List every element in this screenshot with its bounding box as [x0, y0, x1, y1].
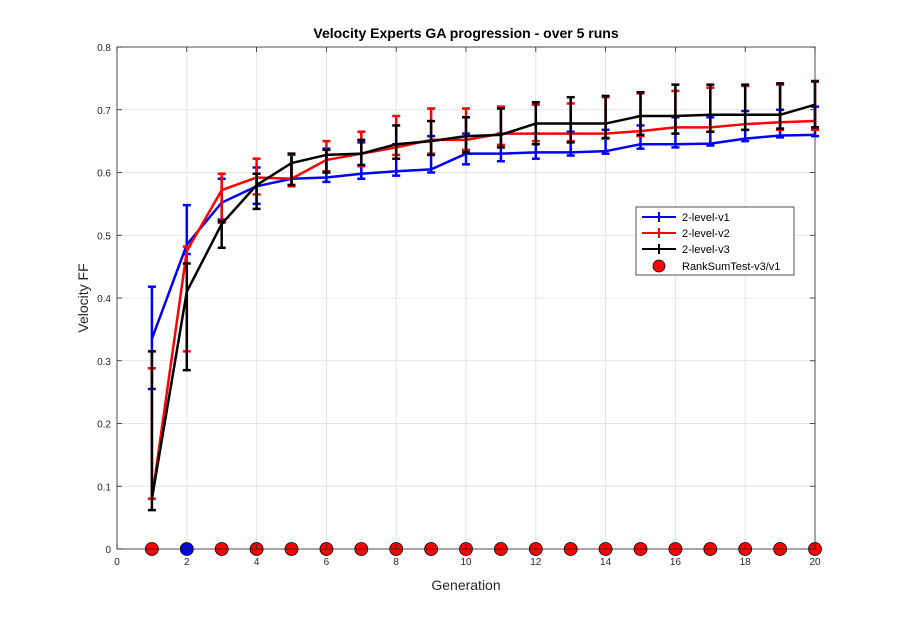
x-tick-label: 10 — [460, 557, 472, 568]
y-tick-label: 0.2 — [97, 420, 111, 431]
legend-item-v2: 2-level-v2 — [642, 228, 730, 240]
x-tick-label: 8 — [393, 557, 399, 568]
y-tick-label: 0 — [105, 545, 111, 556]
series-line — [150, 103, 816, 500]
ticks: 0 2 4 6 8 10 12 14 16 18 20 0 0.1 0.2 0.3 0.4 0.5 0.6 0.7 0… — [97, 43, 821, 568]
legend: 2-level-v1 2-level-v2 2-level-v3 RankSum… — [635, 206, 795, 276]
x-tick-label: 14 — [600, 557, 612, 568]
x-tick-label: 16 — [670, 557, 682, 568]
legend-item-v1: 2-level-v1 — [642, 212, 730, 224]
chart-title: Velocity Experts GA progression - over 5… — [313, 25, 618, 41]
x-tick-label: 2 — [184, 557, 190, 568]
series-line — [150, 133, 816, 340]
legend-label-v1: 2-level-v1 — [682, 212, 730, 224]
legend-marker-ranksum — [652, 259, 666, 273]
y-axis-label: Velocity FF — [75, 263, 91, 332]
x-axis-label: Generation — [431, 577, 500, 593]
y-tick-label: 0.5 — [97, 231, 111, 242]
x-tick-label: 18 — [740, 557, 752, 568]
y-tick-label: 0.4 — [97, 294, 111, 305]
series-3 — [147, 80, 819, 512]
series-layer — [147, 79, 819, 512]
y-tick-label: 0.1 — [97, 482, 111, 493]
x-tick-label: 20 — [809, 557, 821, 568]
y-tick-label: 0.3 — [97, 357, 111, 368]
x-tick-label: 12 — [530, 557, 542, 568]
legend-label-v3: 2-level-v3 — [682, 244, 730, 256]
legend-item-v3: 2-level-v3 — [642, 244, 730, 256]
legend-label-v2: 2-level-v2 — [682, 228, 730, 240]
y-tick-label: 0.6 — [97, 169, 111, 180]
x-tick-label: 0 — [114, 557, 120, 568]
y-tick-label: 0.7 — [97, 106, 111, 117]
legend-item-ranksum: RankSumTest-v3/v1 — [652, 259, 780, 273]
series-line — [150, 119, 816, 499]
legend-label-ranksum: RankSumTest-v3/v1 — [682, 261, 780, 273]
x-tick-label: 4 — [254, 557, 260, 568]
y-tick-label: 0.8 — [97, 43, 111, 54]
x-tick-label: 6 — [324, 557, 330, 568]
